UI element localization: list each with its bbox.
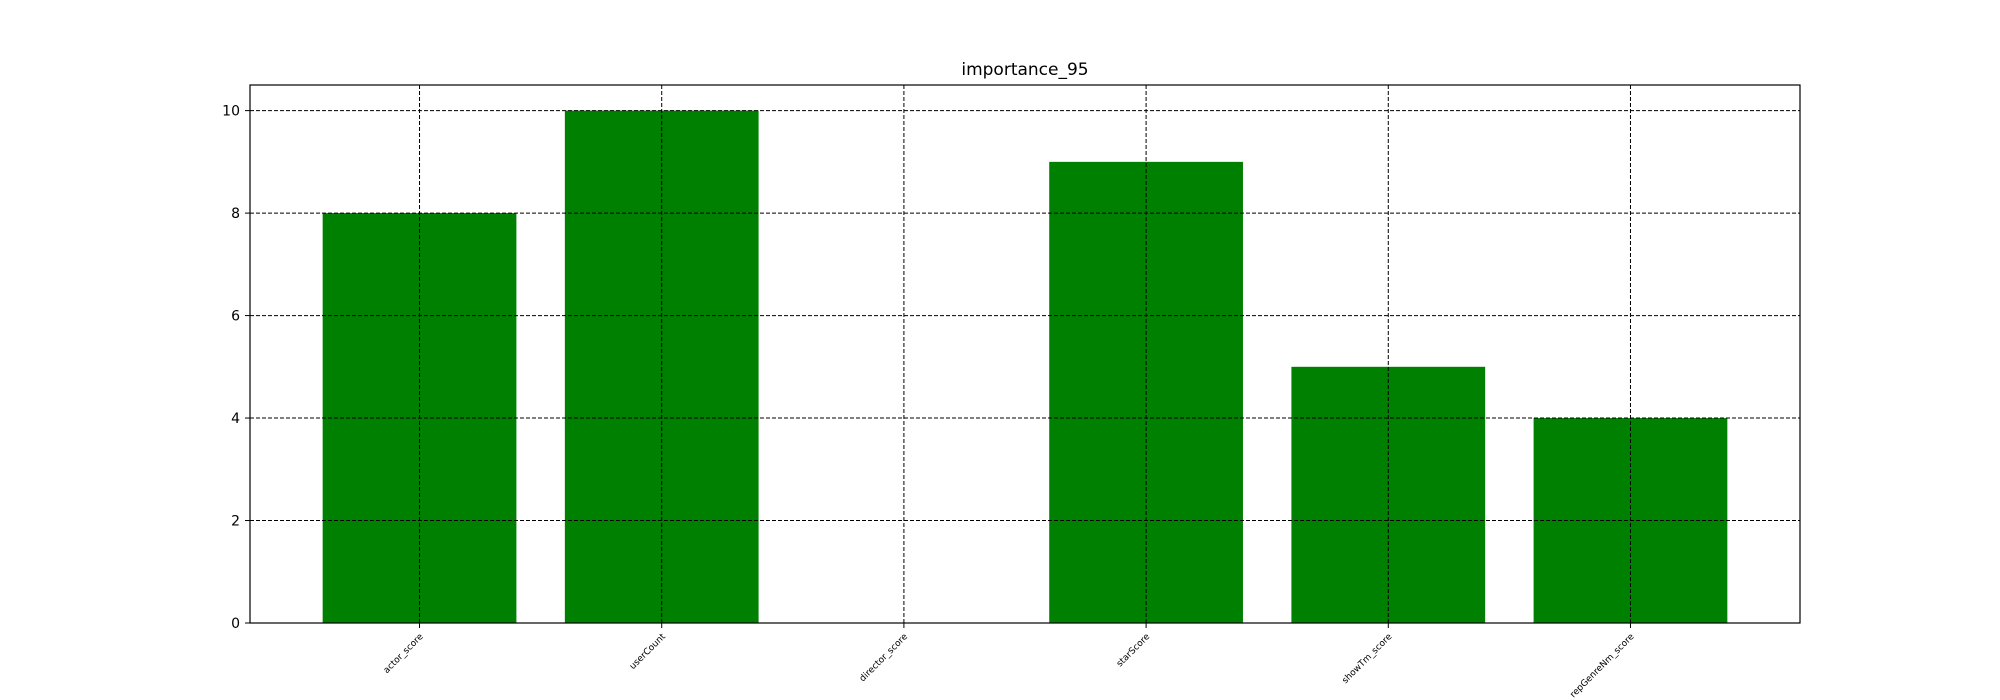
x-tick-label-userCount: userCount [628,632,668,672]
y-tick-label-4: 4 [231,411,240,427]
y-tick-label-2: 2 [231,514,240,530]
y-tick-label-0: 0 [231,616,240,632]
chart-title: importance_95 [961,60,1088,80]
x-axis: actor_score userCount director_score starSc… [382,623,1637,700]
x-tick-label-actor_score: actor_score [382,632,426,676]
y-tick-label-10: 10 [222,104,240,120]
x-tick-label-showTm_score: showTm_score [1341,632,1395,686]
y-axis: 0 2 4 6 8 10 [222,104,250,632]
vertical-grid-layer [250,85,1800,623]
plot-frame [249,84,1801,624]
y-tick-label-6: 6 [231,309,240,325]
x-tick-label-director_score: director_score [858,632,910,684]
bars-layer [322,110,1728,624]
y-tick-label-8: 8 [231,206,240,222]
x-tick-label-repGenreNm_score: repGenreNm_score [1569,632,1637,700]
x-tick-label-starScore: starScore [1115,632,1153,670]
